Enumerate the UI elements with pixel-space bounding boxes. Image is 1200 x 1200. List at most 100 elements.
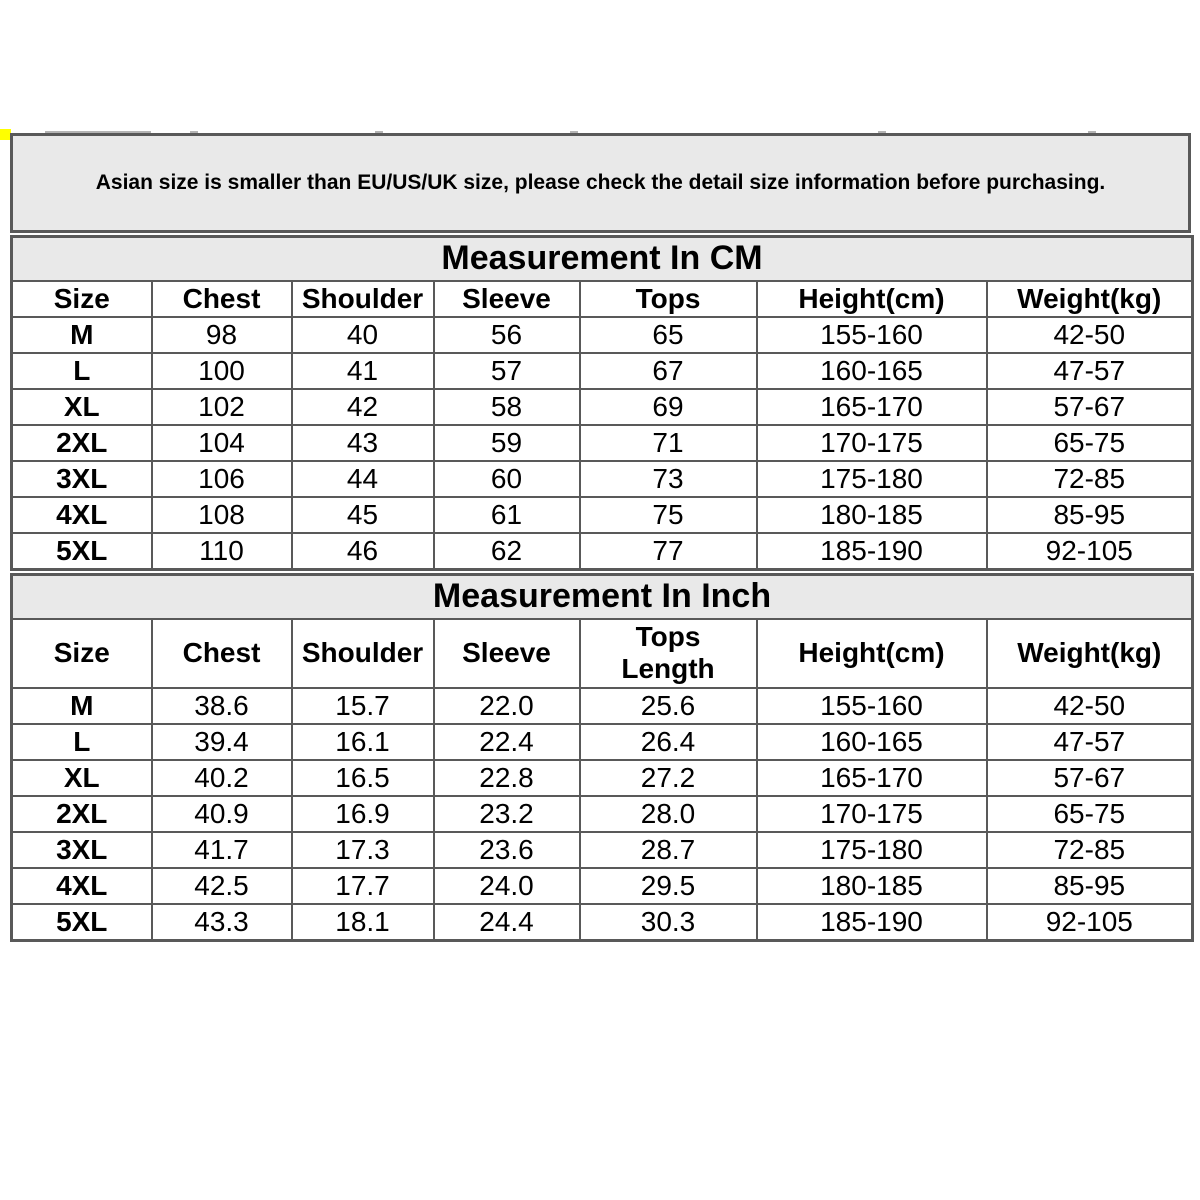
table-row: 4XL 42.5 17.7 24.0 29.5 180-185 85-95 — [10, 866, 1194, 905]
data-cell: 23.2 — [432, 794, 581, 833]
data-cell: 175-180 — [755, 460, 988, 499]
data-cell: 45 — [290, 496, 435, 535]
header-cell: Chest — [150, 618, 293, 689]
header-cell: Shoulder — [290, 618, 435, 689]
header-cell: Height(cm) — [755, 279, 988, 319]
data-cell: 180-185 — [755, 866, 988, 905]
gridline-tick — [45, 131, 151, 133]
table-row: 3XL 106 44 60 73 175-180 72-85 — [10, 460, 1194, 499]
data-cell: 69 — [578, 388, 758, 427]
data-cell: 17.3 — [290, 830, 435, 869]
data-cell: 65-75 — [985, 424, 1194, 463]
size-cell: 2XL — [10, 794, 153, 833]
header-cell: Chest — [150, 279, 293, 319]
data-cell: 24.4 — [432, 902, 581, 942]
header-cell: Tops Length — [578, 618, 758, 689]
size-cell: 4XL — [10, 496, 153, 535]
table-row: 2XL 40.9 16.9 23.2 28.0 170-175 65-75 — [10, 794, 1194, 833]
table-title-row: Measurement In CM — [10, 235, 1194, 282]
header-cell: Weight(kg) — [985, 618, 1194, 689]
header-cell: Height(cm) — [755, 618, 988, 689]
header-row: Size Chest Shoulder Sleeve Tops Length Height… — [10, 618, 1194, 689]
data-cell: 42-50 — [985, 316, 1194, 355]
data-cell: 92-105 — [985, 902, 1194, 942]
size-notice-text: Asian size is smaller than EU/US/UK size… — [95, 171, 1106, 195]
inch-table-title: Measurement In Inch — [10, 573, 1194, 621]
data-cell: 73 — [578, 460, 758, 499]
data-cell: 165-170 — [755, 388, 988, 427]
data-cell: 28.7 — [578, 830, 758, 869]
data-cell: 56 — [432, 316, 581, 355]
header-cell: Shoulder — [290, 279, 435, 319]
data-cell: 41 — [290, 352, 435, 391]
data-cell: 165-170 — [755, 758, 988, 797]
data-cell: 47-57 — [985, 352, 1194, 391]
size-cell: L — [10, 722, 153, 761]
table-row: L 39.4 16.1 22.4 26.4 160-165 47-57 — [10, 722, 1194, 761]
data-cell: 61 — [432, 496, 581, 535]
data-cell: 62 — [432, 532, 581, 571]
data-cell: 104 — [150, 424, 293, 463]
data-cell: 72-85 — [985, 460, 1194, 499]
data-cell: 25.6 — [578, 686, 758, 725]
gridline-tick — [1088, 131, 1096, 133]
table-title-row: Measurement In Inch — [10, 573, 1194, 621]
data-cell: 60 — [432, 460, 581, 499]
size-cell: 2XL — [10, 424, 153, 463]
size-notice-banner: Asian size is smaller than EU/US/UK size… — [10, 133, 1191, 233]
data-cell: 42-50 — [985, 686, 1194, 725]
data-cell: 160-165 — [755, 352, 988, 391]
data-cell: 57-67 — [985, 758, 1194, 797]
data-cell: 75 — [578, 496, 758, 535]
data-cell: 16.9 — [290, 794, 435, 833]
data-cell: 155-160 — [755, 316, 988, 355]
size-cell: 3XL — [10, 830, 153, 869]
data-cell: 185-190 — [755, 902, 988, 942]
table-row: M 98 40 56 65 155-160 42-50 — [10, 316, 1194, 355]
data-cell: 15.7 — [290, 686, 435, 725]
size-cell: 5XL — [10, 902, 153, 942]
cm-table-body: M 98 40 56 65 155-160 42-50 L 100 41 57 67 160-165 47… — [10, 316, 1194, 571]
size-cell: XL — [10, 758, 153, 797]
data-cell: 180-185 — [755, 496, 988, 535]
data-cell: 17.7 — [290, 866, 435, 905]
data-cell: 106 — [150, 460, 293, 499]
yellow-corner-marker — [0, 129, 11, 140]
gridline-tick — [878, 131, 886, 133]
table-row: XL 102 42 58 69 165-170 57-67 — [10, 388, 1194, 427]
size-cell: 3XL — [10, 460, 153, 499]
gridline-tick — [375, 131, 383, 133]
cm-measurement-table: Measurement In CM Size Chest Shoulder Sleev… — [10, 235, 1194, 572]
header-cell: Tops — [578, 279, 758, 319]
data-cell: 185-190 — [755, 532, 988, 571]
data-cell: 155-160 — [755, 686, 988, 725]
data-cell: 175-180 — [755, 830, 988, 869]
inch-table-body: M 38.6 15.7 22.0 25.6 155-160 42-50 L 39.4 16.1 22… — [10, 686, 1194, 942]
data-cell: 98 — [150, 316, 293, 355]
data-cell: 24.0 — [432, 866, 581, 905]
table-row: 4XL 108 45 61 75 180-185 85-95 — [10, 496, 1194, 535]
data-cell: 72-85 — [985, 830, 1194, 869]
data-cell: 26.4 — [578, 722, 758, 761]
data-cell: 71 — [578, 424, 758, 463]
data-cell: 28.0 — [578, 794, 758, 833]
table-row: M 38.6 15.7 22.0 25.6 155-160 42-50 — [10, 686, 1194, 725]
data-cell: 100 — [150, 352, 293, 391]
inch-measurement-table: Measurement In Inch Size Chest Shoulder Sle… — [10, 573, 1195, 942]
data-cell: 43 — [290, 424, 435, 463]
data-cell: 42.5 — [150, 866, 293, 905]
data-cell: 22.4 — [432, 722, 581, 761]
data-cell: 44 — [290, 460, 435, 499]
table-row: 2XL 104 43 59 71 170-175 65-75 — [10, 424, 1194, 463]
table-row: 3XL 41.7 17.3 23.6 28.7 175-180 72-85 — [10, 830, 1194, 869]
data-cell: 18.1 — [290, 902, 435, 942]
table-row: 5XL 110 46 62 77 185-190 92-105 — [10, 532, 1194, 571]
data-cell: 40.2 — [150, 758, 293, 797]
data-cell: 46 — [290, 532, 435, 571]
data-cell: 170-175 — [755, 794, 988, 833]
data-cell: 102 — [150, 388, 293, 427]
header-cell: Sleeve — [432, 279, 581, 319]
data-cell: 85-95 — [985, 496, 1194, 535]
data-cell: 77 — [578, 532, 758, 571]
data-cell: 58 — [432, 388, 581, 427]
